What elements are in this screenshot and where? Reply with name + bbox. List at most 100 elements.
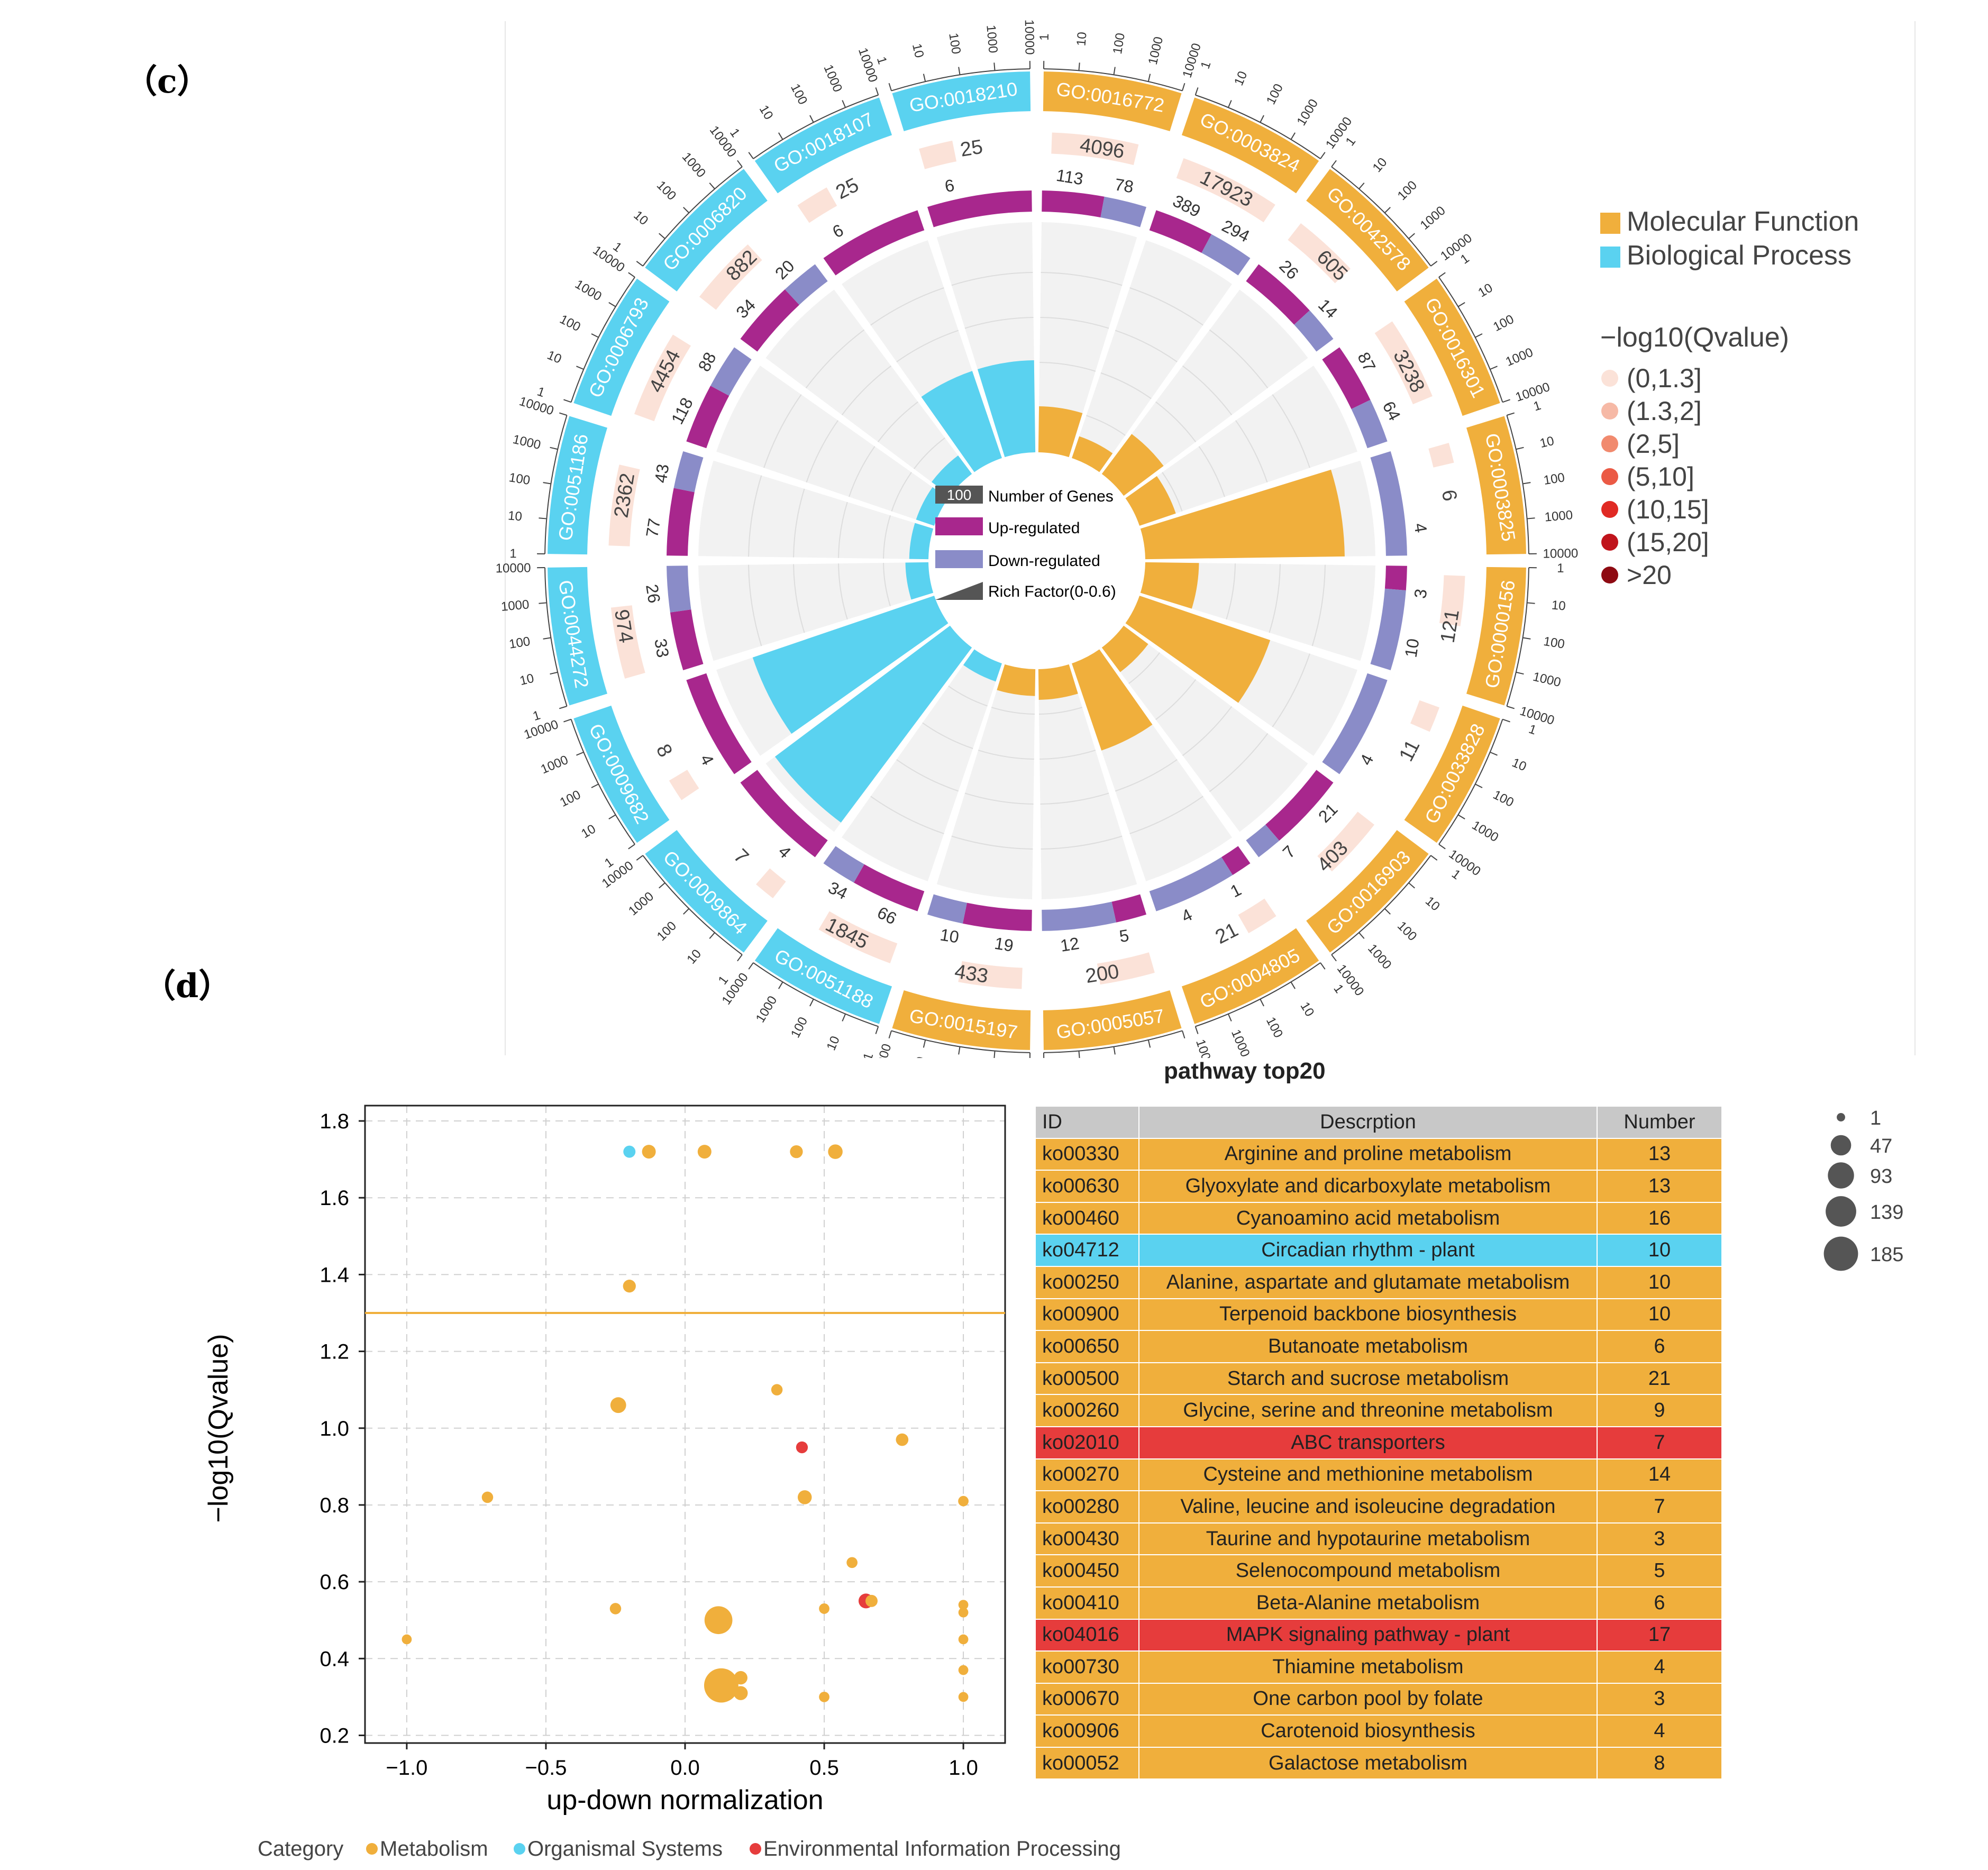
total-count-bar <box>1176 158 1275 223</box>
row-description-cell: ABC transporters <box>1138 1426 1598 1459</box>
up-regulated-bar <box>667 488 695 556</box>
row-number-cell: 8 <box>1597 1746 1722 1780</box>
go-term-band <box>645 169 768 291</box>
rich-factor-bar <box>963 649 1002 682</box>
go-term-band <box>1181 928 1319 1024</box>
row-id-cell: ko00052 <box>1035 1746 1139 1780</box>
up-regulated-bar <box>853 864 925 911</box>
go-term-band <box>645 830 768 953</box>
bubble-point <box>958 1495 969 1507</box>
size-legend-dot <box>1826 1196 1856 1227</box>
up-regulated-bar <box>740 289 799 352</box>
bubble-point <box>697 1145 712 1159</box>
rich-factor-background <box>842 649 1002 881</box>
bubble-point <box>623 1280 636 1293</box>
table-row: ko00900 Terpenoid backbone biosynthesis 10 <box>1035 1298 1722 1331</box>
size-legend-dot <box>1837 1113 1845 1121</box>
organismal-swatch <box>514 1843 525 1855</box>
row-description-cell: Arginine and proline metabolism <box>1138 1137 1598 1171</box>
table-row: ko00450 Selenocompound metabolism 5 <box>1035 1554 1722 1588</box>
scale-tick-label: 10 <box>1074 31 1089 47</box>
up-count-label: 113 <box>1055 166 1084 189</box>
qvalue-bin-label: (15,20] <box>1627 527 1709 557</box>
qvalue-swatch <box>1601 534 1618 551</box>
row-id-cell: ko00670 <box>1035 1682 1139 1716</box>
rich-factor-bar <box>1101 625 1148 672</box>
row-id-cell: ko00630 <box>1035 1170 1139 1203</box>
row-number-cell: 21 <box>1597 1362 1722 1395</box>
down-regulated-bar <box>1370 588 1406 670</box>
scale-tick-label: 10000 <box>1022 20 1037 55</box>
table-row: ko00460 Cyanoamino acid metabolism 16 <box>1035 1201 1722 1235</box>
row-number-cell: 3 <box>1597 1682 1722 1716</box>
up-count-label: 19 <box>993 934 1015 955</box>
rich-factor-bar <box>1038 406 1083 458</box>
qvalue-bin-label: (5,10] <box>1627 462 1694 491</box>
down-regulated-bar <box>927 894 967 924</box>
bubble-point <box>958 1634 969 1645</box>
total-count-bar <box>1051 132 1139 166</box>
up-count-label: 5 <box>1118 926 1130 946</box>
table-row: ko00650 Butanoate metabolism 6 <box>1035 1330 1722 1363</box>
table-row: ko00730 Thiamine metabolism 4 <box>1035 1650 1722 1684</box>
row-number-cell: 10 <box>1597 1298 1722 1331</box>
up-regulated-bar <box>740 770 828 858</box>
total-count-bar <box>919 140 957 169</box>
down-regulated-bar <box>1351 399 1388 449</box>
rich-factor-bar <box>1125 476 1176 526</box>
go-term-band <box>1466 416 1526 555</box>
bubble-point <box>733 1686 748 1700</box>
size-legend-dot <box>1830 1135 1852 1156</box>
up-regulated-bar <box>1322 347 1371 409</box>
y-tick-label: 1.0 <box>320 1417 349 1440</box>
category-legend-title: Category <box>258 1837 343 1860</box>
down-regulated-bar <box>1294 310 1334 352</box>
y-tick-label: 0.2 <box>320 1724 349 1747</box>
row-number-cell: 5 <box>1597 1554 1722 1588</box>
go-term-band <box>1043 71 1182 132</box>
row-number-cell: 16 <box>1597 1201 1722 1235</box>
down-count-label: 4 <box>1410 522 1430 534</box>
total-count-bar <box>756 868 786 899</box>
row-number-cell: 3 <box>1597 1522 1722 1556</box>
size-legend-dot <box>1823 1236 1858 1271</box>
row-description-cell: Butanoate metabolism <box>1138 1330 1598 1363</box>
down-regulated-bar <box>710 347 752 396</box>
row-description-cell: MAPK signaling pathway - plant <box>1138 1618 1598 1652</box>
qvalue-swatch <box>1601 370 1618 387</box>
scale-tick-label: 100 <box>946 32 963 55</box>
row-description-cell: Galactose metabolism <box>1138 1746 1598 1780</box>
row-number-cell: 13 <box>1597 1137 1722 1171</box>
y-tick-label: 0.6 <box>320 1571 349 1594</box>
scale-tick-label: 10000 <box>496 561 531 576</box>
down-regulated-bar <box>1201 234 1251 276</box>
go-term-band <box>1404 705 1500 843</box>
rich-factor-background <box>936 664 1036 899</box>
total-count-bar <box>1288 223 1351 284</box>
x-tick-label: 0.0 <box>670 1756 700 1780</box>
bubble-axis-ticks: −1.0 −0.5 0.0 0.5 1.0 0.2 0.4 0.6 0.8 1.0 1.2 1.4 1.… <box>320 1110 978 1780</box>
scale-tick-label: 10 <box>507 508 523 524</box>
qvalue-swatch <box>1601 567 1618 583</box>
table-row: ko00906 Carotenoid biosynthesis 4 <box>1035 1714 1722 1748</box>
up-count-label: 6 <box>943 176 955 196</box>
x-tick-label: 0.5 <box>809 1756 839 1780</box>
bubble-point <box>828 1144 843 1159</box>
table-row: ko00630 Glyoxylate and dicarboxylate meta… <box>1035 1170 1722 1203</box>
go-term-band <box>573 278 670 416</box>
bubble-point <box>958 1600 969 1610</box>
scale-tick-label: 10000 <box>1543 546 1578 561</box>
total-count-label: 25 <box>959 136 984 161</box>
up-regulated-bar <box>1111 894 1146 923</box>
table-row: ko04712 Circadian rhythm - plant 10 <box>1035 1234 1722 1267</box>
size-legend-dot <box>1828 1162 1854 1189</box>
down-count-label: 10 <box>1401 637 1422 659</box>
go-term-band <box>754 928 892 1024</box>
go-term-band <box>1306 830 1429 953</box>
row-id-cell: ko00730 <box>1035 1650 1139 1684</box>
down-regulated-bar <box>1246 824 1280 858</box>
legend-number-of-genes: Number of Genes <box>988 488 1114 505</box>
total-count-bar <box>958 961 1023 989</box>
x-tick-label: −1.0 <box>386 1756 427 1780</box>
